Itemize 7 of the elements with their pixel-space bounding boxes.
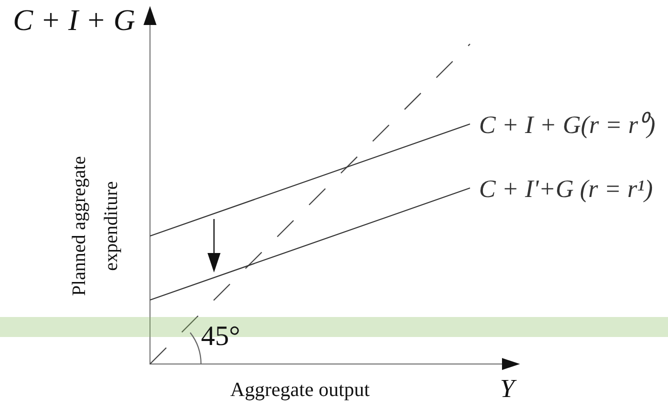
text: Y xyxy=(500,374,514,403)
text: C + I + G xyxy=(13,4,136,37)
x-axis-title: Aggregate output xyxy=(230,379,370,401)
series-label: C + I'+G (r = r¹) xyxy=(479,176,653,203)
y-axis-title: Planned aggregate expenditure xyxy=(68,155,123,298)
annotation: 45° xyxy=(201,321,240,352)
series-label: C + I + G(r = r⁰) xyxy=(479,112,656,139)
